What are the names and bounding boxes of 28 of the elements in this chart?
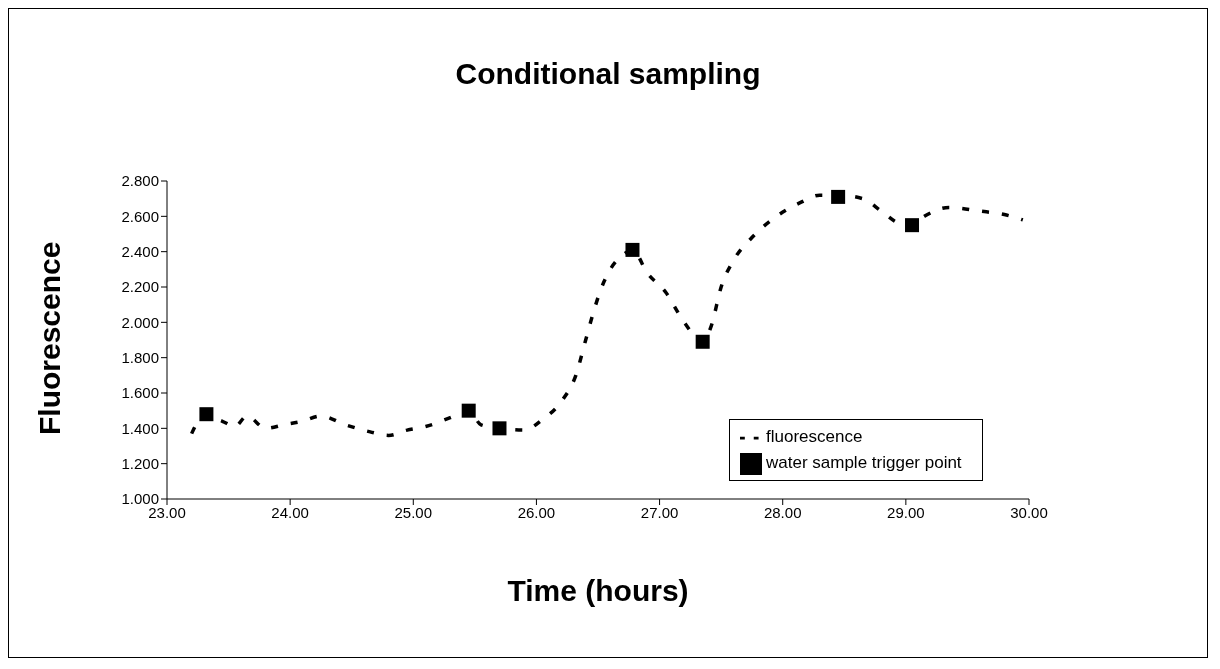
y-tick-label: 2.600 [121, 207, 159, 225]
x-tick-label: 25.00 [394, 503, 433, 521]
y-tick-label: 2.400 [121, 242, 159, 260]
point [695, 334, 710, 349]
point [831, 189, 846, 204]
x-tick-label: 29.00 [887, 503, 925, 521]
y-axis-title: Fluorescence [32, 241, 66, 435]
y-tick-label: 2.000 [121, 313, 159, 331]
legend-label: fluorescence [766, 427, 863, 446]
x-tick-label: 28.00 [763, 503, 802, 521]
y-tick-label: 1.200 [121, 454, 159, 472]
y-tick-label: 2.800 [121, 172, 159, 190]
legend-label: water sample trigger point [766, 453, 962, 472]
point [625, 242, 640, 257]
chart-title: Conditional sampling [454, 57, 762, 91]
y-tick-label: 2.200 [121, 278, 159, 296]
y-tick-label: 1.400 [121, 419, 159, 437]
x-tick-label: 24.00 [271, 503, 309, 521]
point [199, 407, 214, 422]
point [492, 421, 507, 436]
x-tick-label: 26.00 [517, 503, 556, 521]
point [905, 218, 920, 233]
y-tick-label: 1.800 [121, 348, 159, 366]
point [461, 403, 476, 418]
y-tick-label: 1.600 [121, 384, 159, 402]
x-tick-label: 27.00 [640, 503, 679, 521]
x-axis-title: Time (hours) [507, 574, 689, 607]
x-tick-label: 30.00 [1010, 503, 1048, 521]
